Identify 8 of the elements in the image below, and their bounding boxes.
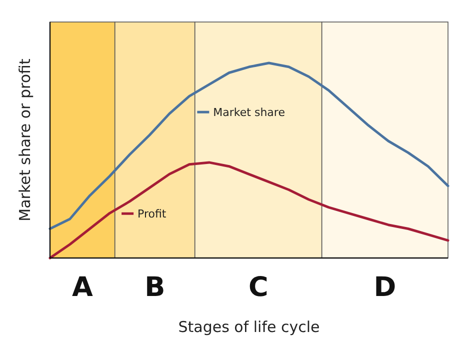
text: A: [72, 272, 93, 303]
text: C: [248, 272, 268, 303]
legend-label: Market share: [213, 106, 286, 120]
text: D: [374, 272, 396, 303]
x-axis-title: Stages of life cycle: [178, 318, 320, 336]
text: B: [144, 272, 166, 303]
legend-label: Profit: [138, 208, 167, 221]
y-axis-title: Market share or profit: [16, 58, 34, 222]
